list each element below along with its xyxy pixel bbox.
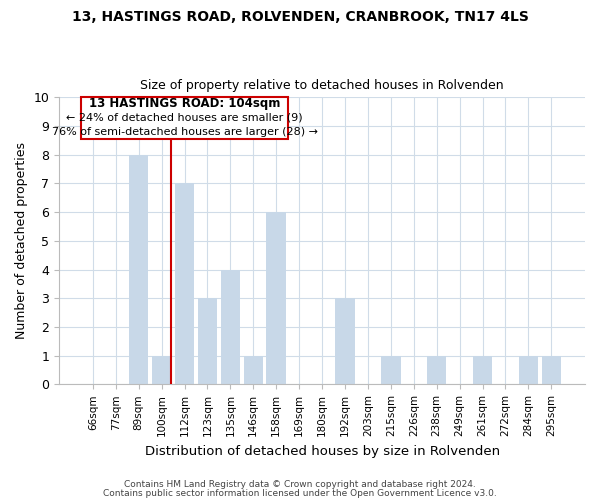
Bar [542,356,561,384]
Bar [381,356,401,384]
Bar [266,212,286,384]
X-axis label: Distribution of detached houses by size in Rolvenden: Distribution of detached houses by size … [145,444,500,458]
Text: 13, HASTINGS ROAD, ROLVENDEN, CRANBROOK, TN17 4LS: 13, HASTINGS ROAD, ROLVENDEN, CRANBROOK,… [71,10,529,24]
FancyBboxPatch shape [82,98,287,139]
Bar [152,356,172,384]
Text: 76% of semi-detached houses are larger (28) →: 76% of semi-detached houses are larger (… [52,128,317,138]
Title: Size of property relative to detached houses in Rolvenden: Size of property relative to detached ho… [140,79,504,92]
Bar [129,154,148,384]
Text: Contains HM Land Registry data © Crown copyright and database right 2024.: Contains HM Land Registry data © Crown c… [124,480,476,489]
Text: Contains public sector information licensed under the Open Government Licence v3: Contains public sector information licen… [103,490,497,498]
Bar [197,298,217,384]
Text: 13 HASTINGS ROAD: 104sqm: 13 HASTINGS ROAD: 104sqm [89,97,280,110]
Bar [518,356,538,384]
Bar [244,356,263,384]
Bar [335,298,355,384]
Bar [221,270,240,384]
Bar [427,356,446,384]
Y-axis label: Number of detached properties: Number of detached properties [15,142,28,340]
Bar [473,356,493,384]
Text: ← 24% of detached houses are smaller (9): ← 24% of detached houses are smaller (9) [66,113,303,123]
Bar [175,184,194,384]
